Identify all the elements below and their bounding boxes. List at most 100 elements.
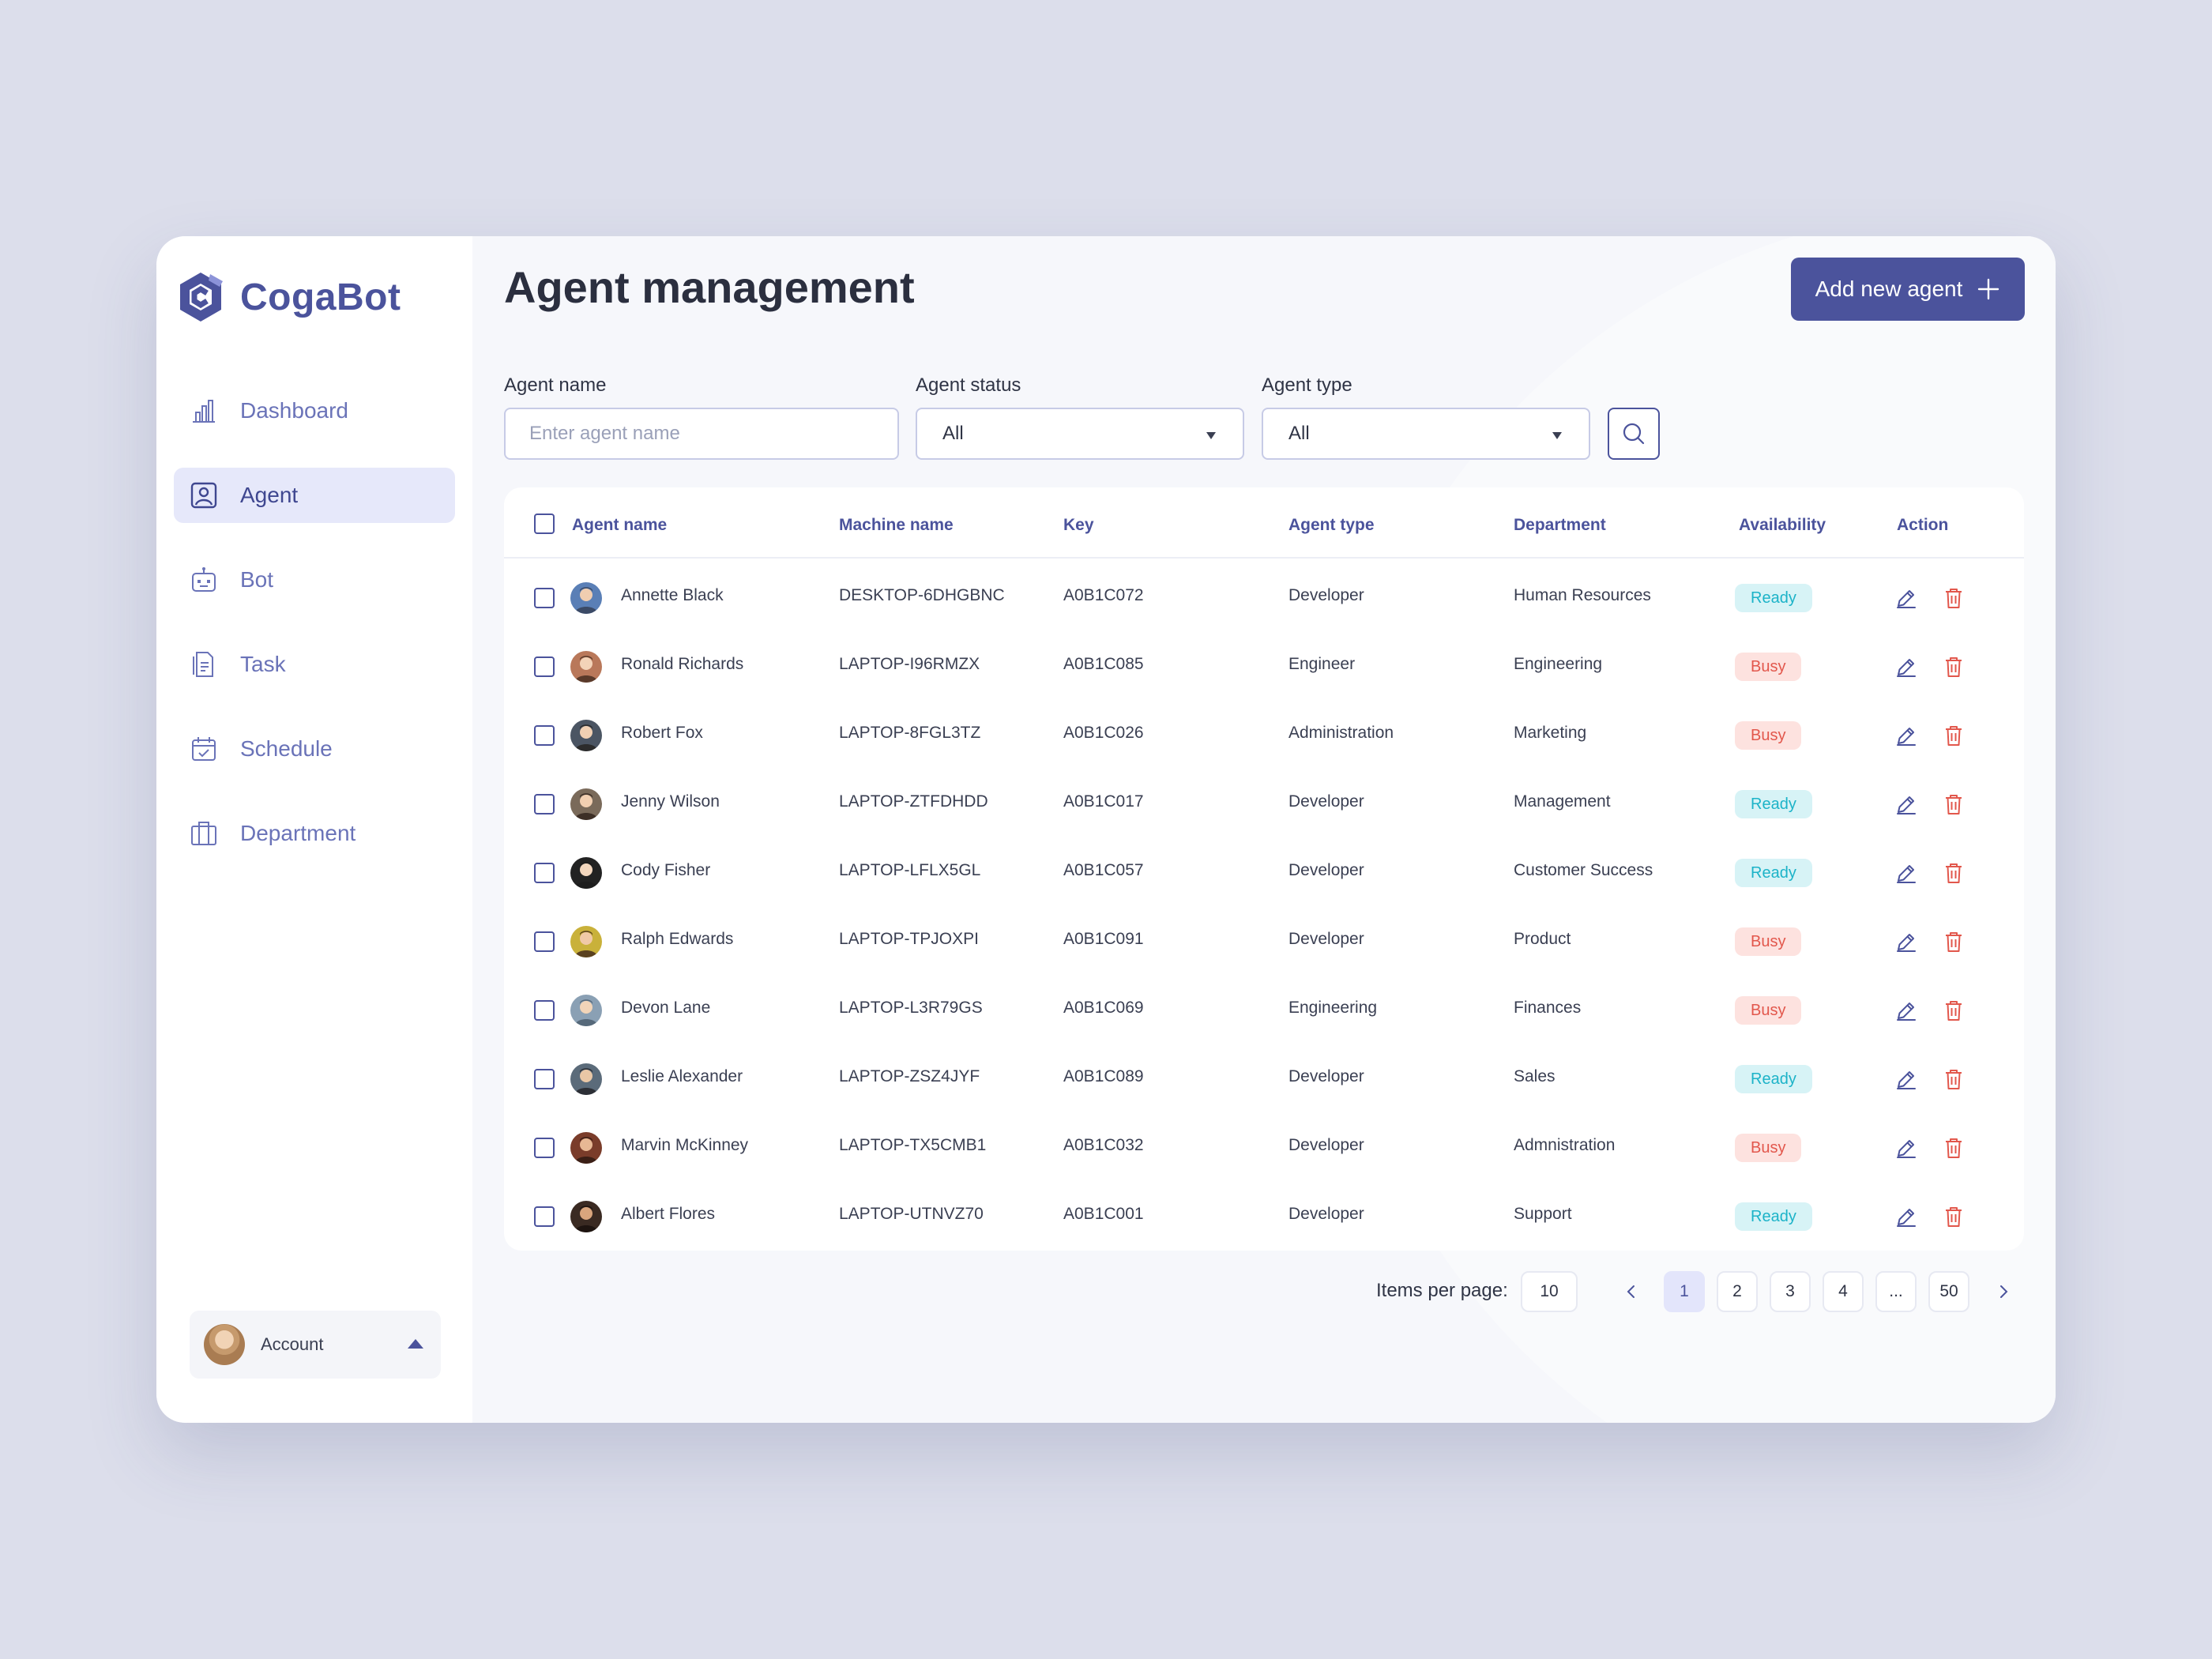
edit-agent-button[interactable] xyxy=(1893,1203,1920,1230)
agent-type-select[interactable]: All xyxy=(1262,408,1590,460)
sidebar-item-task[interactable]: Task xyxy=(174,637,455,692)
agent-name-input[interactable] xyxy=(529,423,897,445)
row-checkbox[interactable] xyxy=(534,1000,555,1021)
page-button-1[interactable]: 1 xyxy=(1664,1271,1705,1312)
agent-name-cell[interactable]: Cody Fisher xyxy=(621,861,711,879)
edit-agent-button[interactable] xyxy=(1893,928,1920,955)
edit-agent-button[interactable] xyxy=(1893,997,1920,1024)
delete-agent-button[interactable] xyxy=(1940,791,1967,818)
agent-name-cell[interactable]: Marvin McKinney xyxy=(621,1136,749,1154)
sidebar-item-department[interactable]: Department xyxy=(174,806,455,861)
sidebar-item-bot[interactable]: Bot xyxy=(174,552,455,608)
row-checkbox[interactable] xyxy=(534,656,555,677)
page-button-2[interactable]: 2 xyxy=(1717,1271,1758,1312)
agent-name-cell[interactable]: Devon Lane xyxy=(621,999,711,1017)
select-all-checkbox[interactable] xyxy=(534,514,555,534)
account-menu[interactable]: Account xyxy=(190,1311,441,1379)
delete-agent-button[interactable] xyxy=(1940,860,1967,886)
sidebar-item-dashboard[interactable]: Dashboard xyxy=(174,383,455,438)
department-cell: Customer Success xyxy=(1514,861,1653,879)
sidebar-item-schedule[interactable]: Schedule xyxy=(174,721,455,777)
status-badge: Busy xyxy=(1735,927,1802,956)
page-button-3[interactable]: 3 xyxy=(1770,1271,1811,1312)
agent-name-cell[interactable]: Ronald Richards xyxy=(621,655,744,673)
delete-agent-button[interactable] xyxy=(1940,653,1967,680)
agent-status-select[interactable]: All xyxy=(916,408,1244,460)
column-header-agent-name[interactable]: Agent name xyxy=(572,516,668,534)
sidebar-item-agent[interactable]: Agent xyxy=(174,468,455,523)
row-checkbox[interactable] xyxy=(534,794,555,814)
row-checkbox[interactable] xyxy=(534,931,555,952)
prev-page-button[interactable] xyxy=(1620,1281,1642,1303)
edit-agent-button[interactable] xyxy=(1893,653,1920,680)
items-per-page-select[interactable]: 10 xyxy=(1521,1271,1578,1312)
row-checkbox[interactable] xyxy=(534,1069,555,1089)
agent-name-cell[interactable]: Jenny Wilson xyxy=(621,792,720,811)
agent-name-cell[interactable]: Albert Flores xyxy=(621,1205,716,1223)
edit-agent-button[interactable] xyxy=(1893,1066,1920,1093)
table-row[interactable]: Marvin McKinney LAPTOP-TX5CMB1 A0B1C032 Dev… xyxy=(504,1113,2024,1182)
edit-agent-button[interactable] xyxy=(1893,1134,1920,1161)
trash-icon xyxy=(1946,1070,1962,1089)
key-cell: A0B1C017 xyxy=(1063,792,1144,811)
row-checkbox[interactable] xyxy=(534,1138,555,1158)
column-header-key[interactable]: Key xyxy=(1063,516,1094,534)
delete-agent-button[interactable] xyxy=(1940,928,1967,955)
column-header-department[interactable]: Department xyxy=(1514,516,1606,534)
sidebar-nav: Dashboard Agent Bot Task Schedule Department xyxy=(174,383,455,890)
search-button[interactable] xyxy=(1608,408,1660,460)
agent-name-cell[interactable]: Robert Fox xyxy=(621,724,703,742)
avatar-photo-icon xyxy=(570,788,602,820)
table-row[interactable]: Devon Lane LAPTOP-L3R79GS A0B1C069 Engineer… xyxy=(504,976,2024,1044)
page-ellipsis: ... xyxy=(1875,1271,1917,1312)
table-row[interactable]: Albert Flores LAPTOP-UTNVZ70 A0B1C001 Devel… xyxy=(504,1182,2024,1251)
next-page-button[interactable] xyxy=(1992,1281,2014,1303)
table-row[interactable]: Ronald Richards LAPTOP-I96RMZX A0B1C085 Eng… xyxy=(504,632,2024,701)
delete-agent-button[interactable] xyxy=(1940,585,1967,611)
delete-agent-button[interactable] xyxy=(1940,722,1967,749)
delete-agent-button[interactable] xyxy=(1940,1134,1967,1161)
row-checkbox[interactable] xyxy=(534,725,555,746)
column-header-action[interactable]: Action xyxy=(1897,516,1949,534)
page-button-4[interactable]: 4 xyxy=(1823,1271,1864,1312)
agent-name-cell[interactable]: Leslie Alexander xyxy=(621,1067,743,1085)
sidebar: CogaBot Dashboard Agent Bot Task Schedule Dep… xyxy=(156,236,472,1423)
delete-agent-button[interactable] xyxy=(1940,1203,1967,1230)
column-header-machine-name[interactable]: Machine name xyxy=(839,516,954,534)
delete-agent-button[interactable] xyxy=(1940,997,1967,1024)
delete-agent-button[interactable] xyxy=(1940,1066,1967,1093)
agent-name-cell[interactable]: Annette Black xyxy=(621,586,724,604)
status-badge: Busy xyxy=(1735,653,1802,681)
brand-name: CogaBot xyxy=(240,276,401,318)
table-row[interactable]: Robert Fox LAPTOP-8FGL3TZ A0B1C026 Administ… xyxy=(504,701,2024,769)
key-cell: A0B1C001 xyxy=(1063,1205,1144,1223)
table-row[interactable]: Leslie Alexander LAPTOP-ZSZ4JYF A0B1C089 De… xyxy=(504,1044,2024,1113)
machine-name-cell: LAPTOP-UTNVZ70 xyxy=(839,1205,984,1223)
agent-name-filter[interactable] xyxy=(504,408,899,460)
column-header-agent-type[interactable]: Agent type xyxy=(1288,516,1375,534)
row-checkbox[interactable] xyxy=(534,588,555,608)
row-checkbox[interactable] xyxy=(534,863,555,883)
column-header-availability[interactable]: Availability xyxy=(1739,516,1826,534)
pencil-icon xyxy=(1897,590,1916,608)
edit-agent-button[interactable] xyxy=(1893,585,1920,611)
status-badge: Ready xyxy=(1735,1065,1812,1093)
page-button-50[interactable]: 50 xyxy=(1928,1271,1969,1312)
brand-logo[interactable]: CogaBot xyxy=(175,269,401,325)
pencil-icon xyxy=(1897,1209,1916,1227)
table-row[interactable]: Ralph Edwards LAPTOP-TPJOXPI A0B1C091 Devel… xyxy=(504,907,2024,976)
table-row[interactable]: Cody Fisher LAPTOP-LFLX5GL A0B1C057 Develop… xyxy=(504,838,2024,907)
agent-name-cell[interactable]: Ralph Edwards xyxy=(621,930,734,948)
edit-agent-button[interactable] xyxy=(1893,722,1920,749)
table-row[interactable]: Jenny Wilson LAPTOP-ZTFDHDD A0B1C017 Develo… xyxy=(504,769,2024,838)
agent-type-cell: Developer xyxy=(1288,1136,1364,1154)
chevron-right-icon xyxy=(2000,1285,2008,1298)
table-row[interactable]: Annette Black DESKTOP-6DHGBNC A0B1C072 Deve… xyxy=(504,563,2024,632)
add-agent-button[interactable]: Add new agent xyxy=(1791,258,2025,321)
avatar-photo-icon xyxy=(570,926,602,957)
edit-agent-button[interactable] xyxy=(1893,791,1920,818)
edit-agent-button[interactable] xyxy=(1893,860,1920,886)
row-checkbox[interactable] xyxy=(534,1206,555,1227)
key-cell: A0B1C085 xyxy=(1063,655,1144,673)
key-cell: A0B1C091 xyxy=(1063,930,1144,948)
